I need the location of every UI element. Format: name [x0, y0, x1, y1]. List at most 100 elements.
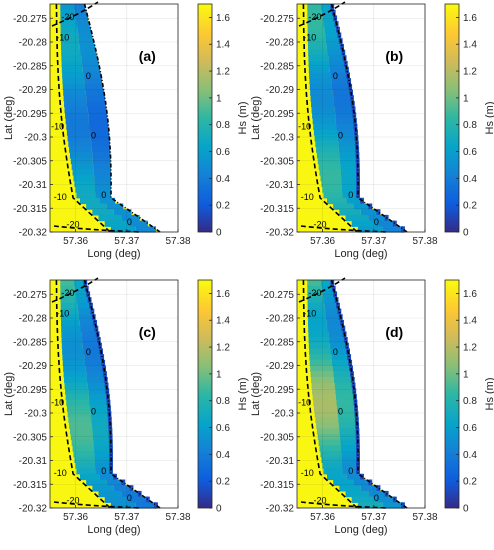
shoreline-band — [100, 354, 105, 361]
shoreline-band — [347, 78, 352, 85]
wave-cell — [61, 61, 83, 68]
wave-cell — [327, 49, 344, 56]
y-tick-label: -20.315 — [260, 480, 294, 491]
wave-cell — [307, 314, 326, 321]
wave-cell — [64, 376, 88, 384]
y-tick-label: -20.315 — [13, 480, 47, 491]
wave-cell — [64, 106, 88, 113]
contour-minus10 — [302, 3, 358, 233]
wave-cell — [335, 394, 355, 401]
wave-cell — [312, 394, 336, 401]
wave-cell — [325, 314, 341, 321]
y-tick-label: -20.285 — [13, 61, 47, 72]
wave-cell — [331, 78, 350, 85]
wave-cell — [321, 280, 333, 287]
colorbar-tick-label: 0.4 — [463, 174, 477, 185]
contour-zero — [83, 279, 161, 509]
wave-cell — [334, 376, 353, 384]
wave-cell — [307, 297, 324, 304]
contour-label: -10 — [298, 397, 311, 407]
shoreline-band — [337, 32, 342, 39]
shoreline-band — [121, 479, 126, 486]
wave-cell — [94, 451, 112, 458]
wave-cell — [71, 439, 94, 446]
wave-cell — [322, 291, 336, 298]
shoreline-band — [347, 354, 352, 361]
contour-label: 0 — [91, 407, 96, 417]
wave-cell — [382, 502, 404, 509]
wave-cell — [313, 405, 338, 412]
wave-cell — [95, 186, 112, 193]
wave-cell — [333, 371, 352, 378]
colorbar-tick-label: 0.2 — [216, 201, 230, 212]
wave-cell — [338, 422, 358, 429]
shoreline-band — [341, 325, 346, 332]
wave-cell — [323, 192, 343, 199]
colorbar-label: Hs (m) — [237, 378, 249, 411]
wave-cell — [328, 55, 345, 62]
wave-cell — [317, 157, 340, 165]
wave-cell — [312, 388, 336, 395]
wave-cell — [314, 411, 338, 418]
shoreline-band — [106, 399, 111, 406]
shoreline-band — [376, 209, 381, 216]
shoreline-band — [354, 416, 359, 424]
wave-cell — [75, 186, 96, 193]
wave-cell — [87, 100, 106, 108]
shoreline-band — [333, 15, 338, 22]
shoreline-band — [337, 308, 342, 315]
wave-cell — [84, 78, 103, 85]
wave-cell — [309, 78, 332, 85]
y-tick-label: -20.275 — [260, 14, 294, 25]
shoreline-band — [154, 502, 158, 509]
wave-cell — [340, 169, 358, 176]
wave-cell — [326, 197, 347, 205]
wave-cell — [325, 38, 341, 45]
shoreline-band — [90, 308, 95, 315]
contour-label: -20 — [308, 288, 321, 298]
wave-cell — [308, 43, 327, 51]
wave-cell — [375, 496, 395, 503]
x-tick-label: 57.36 — [310, 512, 335, 523]
wave-cell — [113, 485, 132, 492]
wave-cell — [74, 285, 87, 292]
contour-label: -20 — [308, 12, 321, 22]
wave-cell — [121, 214, 140, 222]
x-tick-label: 57.38 — [412, 512, 437, 523]
wave-cell — [333, 479, 354, 486]
wave-cell — [335, 112, 355, 119]
contour-label: -10 — [301, 192, 314, 202]
shoreline-band — [107, 416, 112, 424]
wave-cell — [94, 180, 112, 187]
wave-cell — [308, 49, 328, 56]
shoreline-band — [345, 342, 349, 349]
wave-cell — [63, 95, 87, 102]
wave-cell — [319, 169, 341, 176]
contour-label: 0 — [374, 217, 379, 227]
y-tick-label: -20.305 — [13, 156, 47, 167]
shoreline-band — [392, 220, 397, 227]
wave-cell — [316, 422, 339, 429]
contour-label: 0 — [348, 466, 353, 476]
contour-label: 0 — [127, 217, 132, 227]
wave-cell — [90, 405, 110, 412]
wave-cell — [338, 140, 357, 148]
wave-cell — [65, 394, 89, 401]
wave-cell — [83, 348, 102, 355]
wave-cell — [321, 180, 342, 187]
wave-cell — [84, 354, 103, 361]
panel-4: -20 -10 0 0 0 -10 -10 -20 0 57.36 57.37 57.38 -20.27… — [250, 277, 494, 536]
wave-cell — [315, 140, 339, 148]
wave-cell — [85, 89, 105, 96]
shoreline-band — [355, 422, 360, 429]
wave-cell — [337, 129, 357, 136]
wave-cell — [84, 83, 104, 91]
colorbar-tick-label: 1.6 — [216, 13, 230, 24]
wave-cell — [353, 203, 371, 210]
y-tick-label: -20.305 — [260, 156, 294, 167]
wave-cell — [339, 157, 358, 165]
colorbar-tick-label: 0 — [216, 504, 222, 515]
wave-cell — [310, 89, 333, 96]
shoreline-band — [368, 203, 373, 210]
wave-cell — [324, 26, 338, 34]
